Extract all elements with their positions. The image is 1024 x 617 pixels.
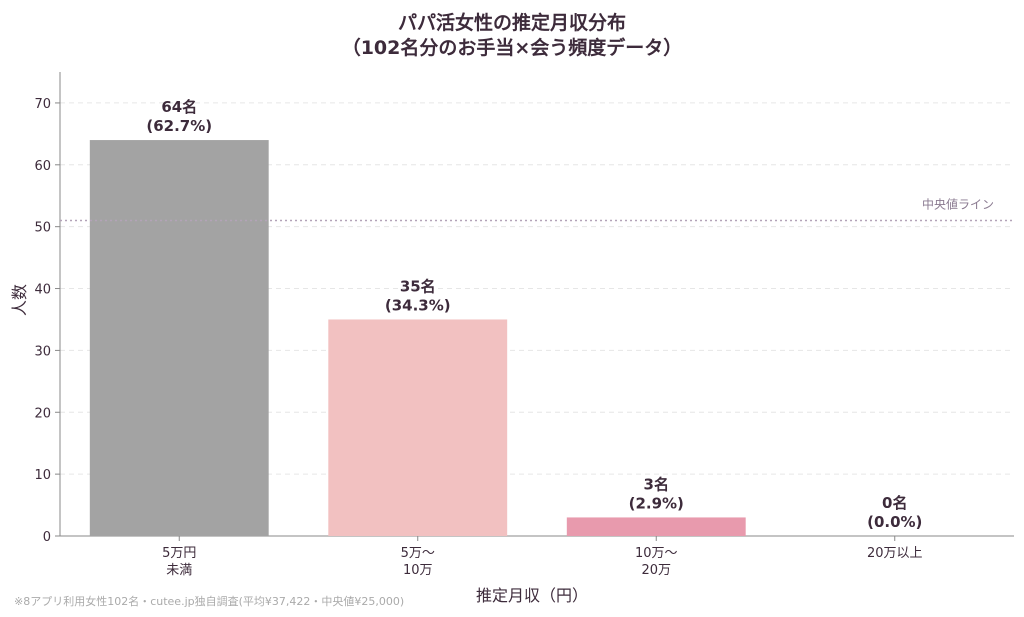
x-tick-label: 5万円 (162, 546, 196, 561)
y-tick-label: 20 (34, 406, 51, 421)
data-label-percent: (2.9%) (629, 494, 684, 512)
bar (89, 140, 269, 536)
chart-title-line2: （102名分のお手当×会う頻度データ） (341, 37, 683, 59)
y-tick-label: 60 (34, 159, 51, 174)
x-axis-label: 推定月収（円） (475, 586, 588, 605)
x-tick-label: 10万〜 (635, 546, 678, 561)
x-tick-label: 20万 (641, 563, 671, 578)
chart-title-line1: パパ活女性の推定月収分布 (397, 12, 626, 34)
y-tick-label: 0 (43, 530, 51, 545)
y-tick-label: 30 (34, 344, 51, 359)
x-tick-label: 20万以上 (867, 546, 923, 561)
y-axis-label: 人数 (10, 284, 29, 317)
data-label-percent: (62.7%) (146, 117, 212, 135)
data-label-count: 3名 (644, 475, 669, 493)
data-label-count: 35名 (400, 277, 436, 295)
data-label-percent: (0.0%) (867, 513, 922, 531)
bar (566, 517, 746, 536)
data-label-count: 0名 (882, 494, 907, 512)
median-line-label: 中央値ライン (922, 196, 994, 211)
y-tick-label: 10 (34, 468, 51, 483)
data-label-count: 64名 (161, 98, 197, 116)
footnote: ※8アプリ利用女性102名・cutee.jp独自調査(平均¥37,422・中央値… (14, 595, 405, 608)
x-tick-label: 未満 (166, 563, 192, 578)
x-tick-label: 10万 (403, 563, 433, 578)
y-tick-label: 70 (34, 97, 51, 112)
y-tick-label: 50 (34, 221, 51, 236)
bar (328, 319, 508, 536)
x-tick-label: 5万〜 (401, 546, 435, 561)
y-tick-label: 40 (34, 283, 51, 298)
data-label-percent: (34.3%) (385, 296, 451, 314)
